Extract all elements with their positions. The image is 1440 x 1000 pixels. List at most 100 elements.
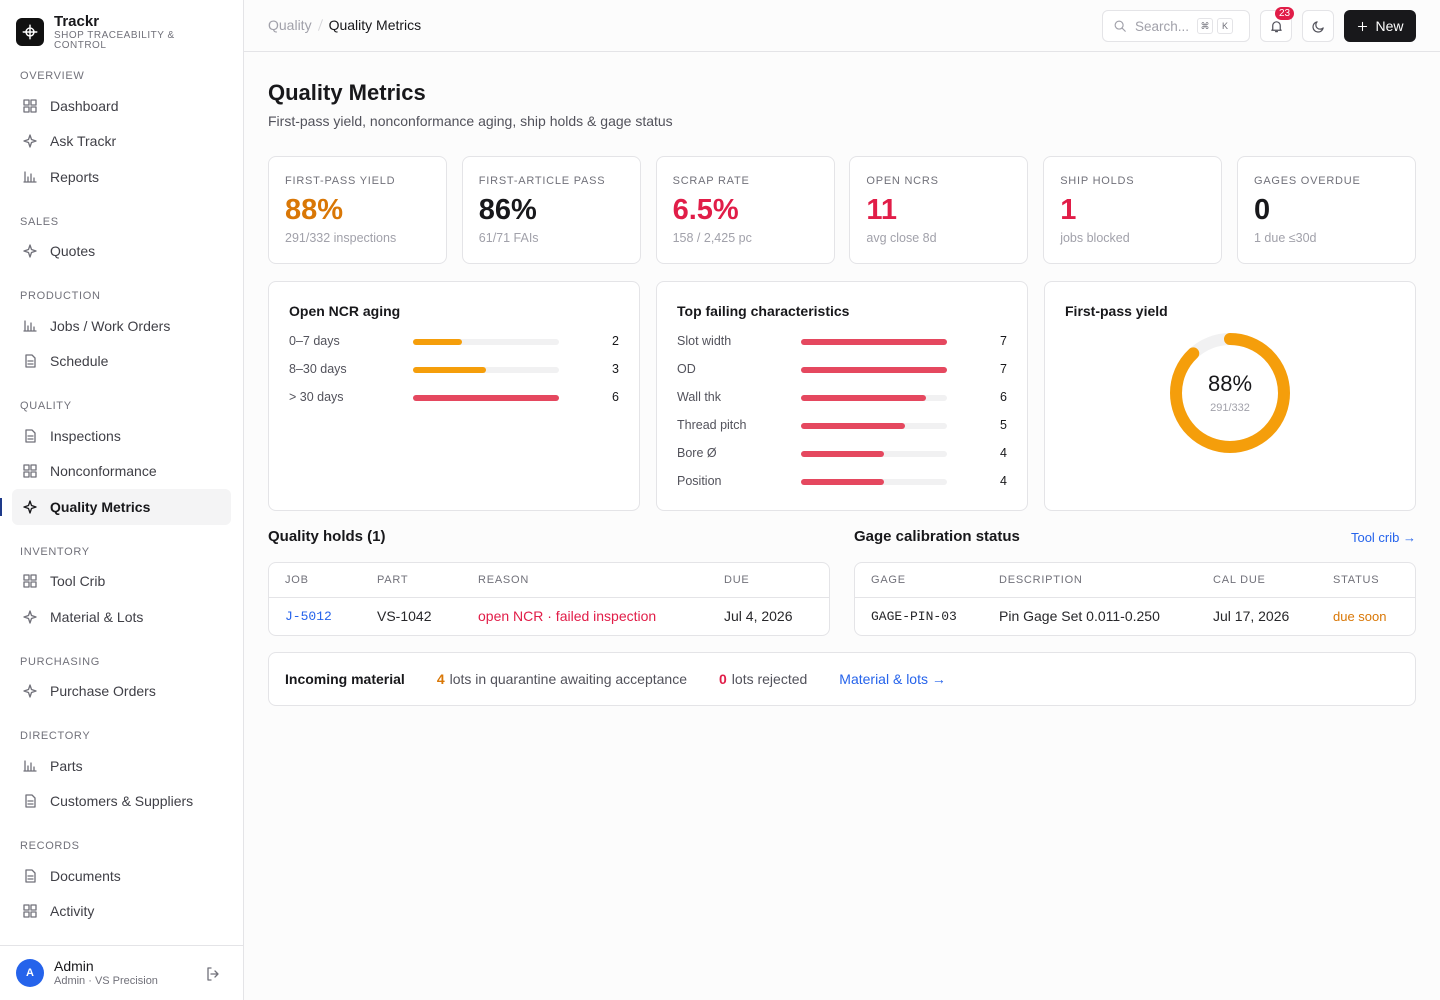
shortcut-key: K <box>1217 18 1233 34</box>
user-name: Admin <box>54 958 94 974</box>
nav-item[interactable]: Activity <box>12 894 231 930</box>
nav-label: Dashboard <box>50 97 119 114</box>
nav-label: Material & Lots <box>50 608 144 625</box>
donut-arc <box>1170 333 1290 453</box>
bar-value: 6 <box>1000 390 1007 404</box>
nav-item[interactable]: Reports <box>12 159 231 195</box>
section-heading: Gage calibration status <box>854 528 1020 545</box>
nav-item[interactable]: Nonconformance <box>12 454 231 490</box>
search-placeholder: Search... <box>1135 18 1190 34</box>
nav-icon-path <box>23 610 37 624</box>
table-cell[interactable]: J-5012 <box>285 608 332 624</box>
bar-track <box>413 339 559 345</box>
bar-label: 8–30 days <box>289 362 347 376</box>
nav-item[interactable]: Ask Trackr <box>12 124 231 160</box>
nav-item[interactable]: Parts <box>12 748 231 784</box>
nav-icon-path <box>25 354 36 368</box>
nav-icon <box>23 610 37 624</box>
column-header: DUE <box>708 563 829 598</box>
nav-item[interactable]: Customers & Suppliers <box>12 784 231 820</box>
incoming-link[interactable]: Material & lots → <box>839 671 946 687</box>
kpi-label: GAGES OVERDUE <box>1254 175 1361 187</box>
kpi-label: FIRST-PASS YIELD <box>285 175 396 187</box>
nav-icon <box>25 869 36 883</box>
kpi-value: 88% <box>285 194 344 226</box>
nav-icon-path <box>23 134 37 148</box>
nav-icon-path <box>23 464 37 478</box>
logo-mark-path <box>22 24 38 40</box>
bar-track <box>801 423 947 429</box>
bar <box>801 395 927 401</box>
nav-icon <box>23 244 37 258</box>
table-cell: Jul 17, 2026 <box>1213 608 1290 625</box>
breadcrumb: Quality Quality Metrics <box>268 17 421 33</box>
nav-label: Ask Trackr <box>50 133 117 150</box>
bar-track <box>801 451 947 457</box>
kpi-label: SCRAP RATE <box>672 175 750 187</box>
nav-item[interactable]: Purchase Orders <box>12 674 231 710</box>
search-box[interactable]: Search... ⌘ K <box>1102 10 1250 42</box>
nav-item[interactable]: Inspections <box>12 418 231 454</box>
logout-button[interactable] <box>205 966 221 987</box>
page-subtitle: First-pass yield, nonconformance aging, … <box>268 113 673 129</box>
nav-label: Schedule <box>50 353 109 370</box>
bar-label: OD <box>677 362 696 376</box>
kpi-label: OPEN NCRS <box>866 175 939 187</box>
breadcrumb-item: Quality Metrics <box>328 17 422 33</box>
bar-value: 6 <box>612 390 619 404</box>
bar-label: Thread pitch <box>677 418 747 432</box>
logout-icon <box>207 967 219 981</box>
nav-section: PRODUCTION Jobs / Work Orders Schedule <box>12 289 231 379</box>
bar-track <box>801 339 947 345</box>
table-cell[interactable]: GAGE-PIN-03 <box>871 608 957 624</box>
page-title: Quality Metrics <box>268 80 426 105</box>
nav-item[interactable]: Quality Metrics <box>0 489 231 525</box>
nav-item[interactable]: Jobs / Work Orders <box>12 308 231 344</box>
nav-item[interactable]: Tool Crib <box>12 564 231 600</box>
section-link[interactable]: Tool crib → <box>1350 530 1416 545</box>
active-indicator <box>0 498 2 516</box>
bar-value: 5 <box>1000 418 1007 432</box>
main: Quality Quality Metrics Search... ⌘ K 23 New Qu… <box>244 0 1440 1000</box>
bar-label: Wall thk <box>677 390 721 404</box>
breadcrumb-item[interactable]: Quality <box>268 17 312 33</box>
table-row: J-5012 VS-1042 open NCR · failed inspectio… <box>269 597 829 635</box>
nav-item[interactable]: Schedule <box>12 344 231 380</box>
table-card: JOB PART REASON DUE J-5012 VS-1042 open NCR · … <box>268 562 830 636</box>
kpi-detail: 158 / 2,425 pc <box>672 231 752 245</box>
kpi-label: FIRST-ARTICLE PASS <box>478 175 606 187</box>
bar-track <box>801 395 947 401</box>
nav-item[interactable]: Dashboard <box>12 88 231 124</box>
nav-label: Documents <box>50 867 121 884</box>
theme-toggle[interactable] <box>1302 10 1334 42</box>
nav-section: OVERVIEW Dashboard Ask Trackr Reports <box>12 69 231 195</box>
new-button[interactable]: New <box>1344 10 1416 42</box>
nav-icon <box>23 574 37 588</box>
kpi-value: 1 <box>1060 194 1077 226</box>
nav-icon-path <box>23 684 37 698</box>
nav-section-title: RECORDS <box>20 840 80 852</box>
bar-track <box>801 479 947 485</box>
bar <box>413 395 559 401</box>
kpi-label: SHIP HOLDS <box>1060 175 1135 187</box>
nav-item[interactable]: Material & Lots <box>12 599 231 635</box>
nav-label: Quality Metrics <box>50 498 151 515</box>
bar-label: Slot width <box>677 334 732 348</box>
kpi-value: 11 <box>866 194 898 226</box>
incoming-title: Incoming material <box>285 671 405 687</box>
notifications-button[interactable]: 23 <box>1260 7 1295 42</box>
logo-mark <box>22 24 38 40</box>
table-row: GAGE-PIN-03 Pin Gage Set 0.011-0.250 Jul 1… <box>855 597 1415 635</box>
nav: OVERVIEW Dashboard Ask Trackr Reports SALES Q… <box>0 69 231 929</box>
donut-detail: 291/332 <box>1210 402 1250 414</box>
nav-item[interactable]: Documents <box>12 858 231 894</box>
nav-section: RECORDS Documents Activity <box>12 839 231 929</box>
column-header: STATUS <box>1317 563 1415 598</box>
nav-icon-path <box>23 171 37 183</box>
kpi-detail: jobs blocked <box>1060 231 1130 245</box>
nav-item[interactable]: Quotes <box>12 234 231 270</box>
bar-track <box>801 367 947 373</box>
breadcrumb-separator <box>317 19 323 31</box>
notification-badge: 23 <box>1275 7 1295 20</box>
column-header: JOB <box>269 563 361 598</box>
